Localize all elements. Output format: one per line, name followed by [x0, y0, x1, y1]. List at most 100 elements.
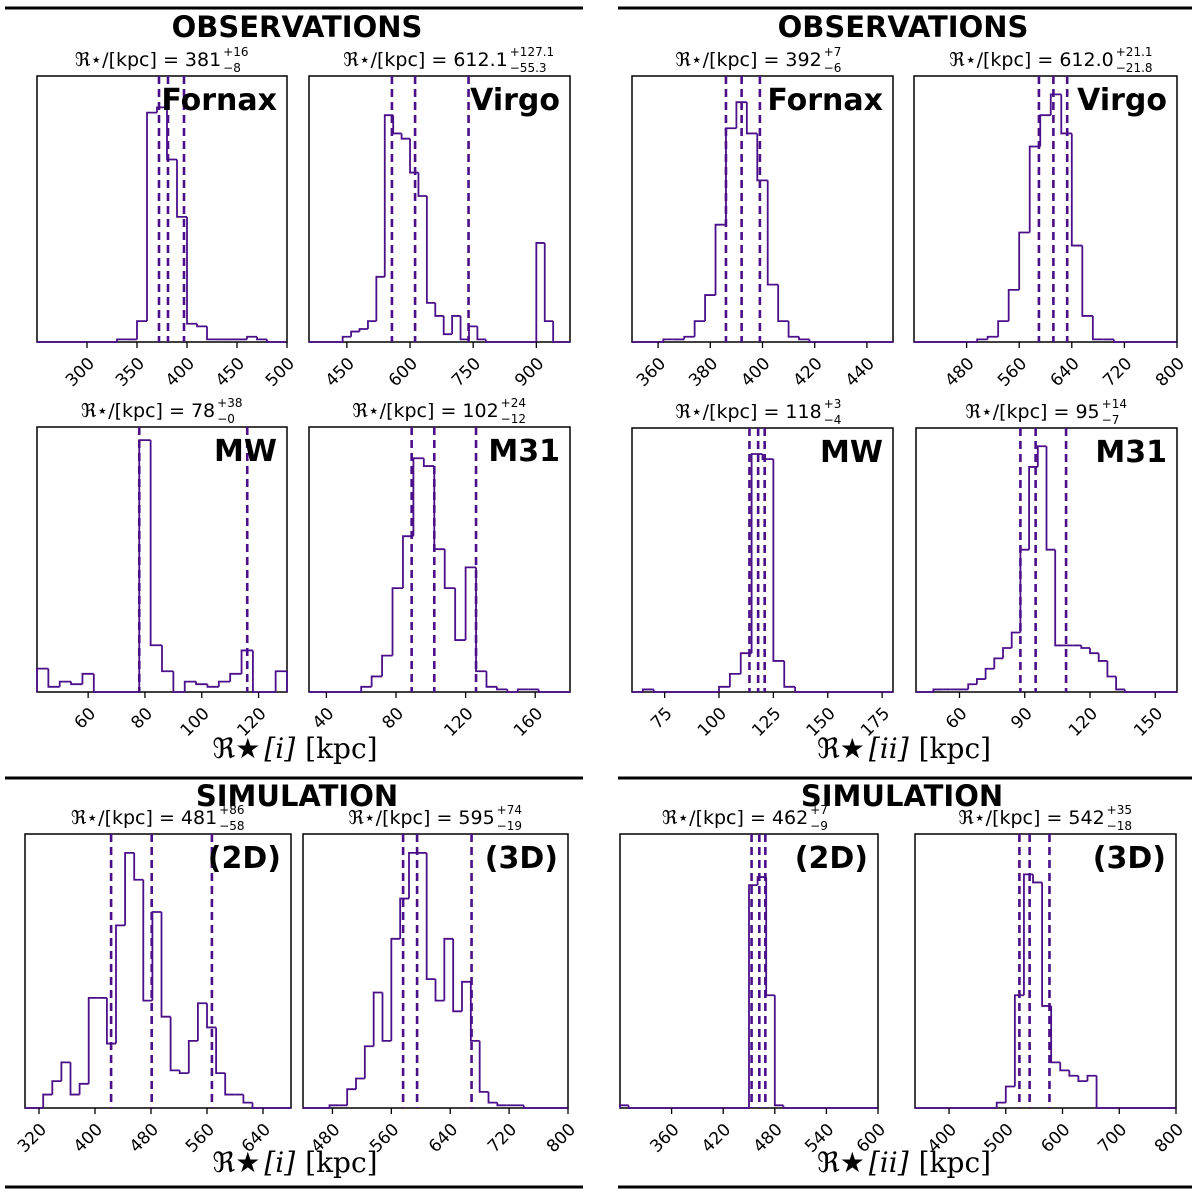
- x-tick-label: 750: [448, 354, 485, 391]
- panel-sim-ii-3d: 400 500 600 700 800(3D)ℜ⋆/[kpc] = 542 +35−18: [914, 803, 1188, 1157]
- histogram-bin: [142, 879, 153, 1002]
- histogram-bin: [392, 115, 402, 135]
- histogram-bin: [399, 897, 409, 939]
- stat-minus: −4: [824, 413, 842, 427]
- panel-label: Fornax: [767, 83, 883, 118]
- histogram-bin: [206, 1003, 217, 1029]
- x-tick-label: 150: [1130, 704, 1167, 741]
- x-tick-label: 640: [1047, 354, 1084, 391]
- histogram-bin: [372, 991, 383, 1047]
- stat-plus: +21.1: [1116, 45, 1153, 59]
- histogram-bin: [187, 1039, 198, 1074]
- histogram-bin: [196, 323, 207, 328]
- section-title-simulation-right: SIMULATION: [801, 779, 1003, 813]
- panel-label: (2D): [795, 841, 868, 876]
- histogram-bin: [381, 654, 393, 677]
- histogram-bin: [92, 673, 106, 693]
- histogram-bin: [1050, 1005, 1061, 1064]
- histogram-bin: [58, 680, 72, 687]
- histogram-bin: [468, 325, 478, 340]
- histogram-bin: [383, 114, 394, 277]
- histogram-bin: [36, 667, 49, 692]
- histogram-bin: [475, 567, 487, 673]
- histogram-bin: [391, 587, 403, 656]
- stat-minus: −8: [223, 61, 241, 75]
- histogram-bin: [1049, 93, 1062, 116]
- histogram-bin: [417, 172, 427, 197]
- histogram-bin: [704, 294, 716, 322]
- histogram-bin: [798, 336, 810, 341]
- histogram-bin: [627, 1105, 638, 1109]
- stat-annotation: ℜ⋆/[kpc] = 612.0: [949, 49, 1114, 71]
- histogram-bin: [186, 216, 197, 325]
- histogram-bin: [552, 321, 562, 343]
- panel-label: M31: [488, 434, 560, 469]
- histogram-bin: [400, 133, 411, 140]
- histogram-bin: [106, 997, 116, 1045]
- histogram-bin: [693, 320, 706, 337]
- histogram-bin: [124, 852, 135, 926]
- histogram-bin: [1013, 994, 1024, 1087]
- histogram-bin: [1004, 1085, 1015, 1103]
- histogram-bin: [1018, 231, 1030, 290]
- histogram-bin: [215, 1027, 226, 1074]
- histogram-bin: [116, 338, 127, 342]
- histogram-bin: [765, 877, 775, 997]
- stat-minus: −19: [497, 819, 522, 833]
- histogram-bin: [976, 338, 988, 342]
- histogram-bin: [984, 667, 995, 680]
- stat-annotation: ℜ⋆/[kpc] = 118: [675, 401, 821, 423]
- histogram-bin: [739, 652, 752, 674]
- panel-obs-i-fornax: 300 350 400 450 500 Fornax ℜ⋆/[kpc] = 381 +16 −8: [36, 45, 299, 391]
- x-tick-label: 440: [842, 354, 879, 391]
- histogram-bin: [1115, 676, 1125, 691]
- panel-label: (3D): [485, 841, 558, 876]
- histogram-bin: [87, 997, 98, 1084]
- histogram-bin: [1086, 1074, 1097, 1082]
- stat-annotation: ℜ⋆/[kpc] = 102: [352, 400, 498, 422]
- histogram-bin: [1080, 645, 1090, 649]
- histogram-bin: [156, 106, 167, 113]
- histogram-bin: [242, 1094, 253, 1104]
- histogram-bin: [422, 458, 435, 467]
- panel-label: Fornax: [161, 83, 277, 118]
- x-axis-label-sim-right: ℜ★ [ii] [kpc]: [817, 1146, 991, 1179]
- stat-plus: +7: [810, 803, 828, 817]
- x-tick-label: 420: [698, 1120, 735, 1157]
- histogram-bin: [1039, 114, 1051, 147]
- x-tick-label: 360: [646, 1120, 683, 1157]
- panel-sim-ii-2d: 360 420 480 540 600(2D)ℜ⋆/[kpc] = 462 +7−9: [619, 803, 890, 1157]
- histogram-bin: [408, 852, 418, 899]
- histogram-bin: [967, 683, 977, 690]
- histogram-bin: [42, 1093, 53, 1108]
- histogram-bin: [619, 1104, 629, 1108]
- x-tick-label: 640: [425, 1120, 462, 1157]
- stat-plus: +3: [824, 397, 842, 411]
- panel-obs-i-m31: 40 80 120 160 M31 ℜ⋆/[kpc] = 102 +24 −12: [308, 396, 571, 741]
- histogram-bin: [1070, 133, 1083, 247]
- histogram-bin: [496, 686, 508, 691]
- histogram-bin: [442, 315, 453, 336]
- histogram-bin: [787, 321, 800, 338]
- axes-frame: [631, 427, 894, 693]
- histogram-bin: [783, 660, 796, 688]
- histogram-bin: [1059, 1062, 1070, 1072]
- histogram-bin: [1081, 245, 1093, 317]
- stat-annotation: ℜ⋆/[kpc] = 595: [348, 807, 494, 829]
- axes-frame: [36, 75, 288, 343]
- axes-frame: [915, 427, 1178, 693]
- histogram-bin: [756, 133, 768, 182]
- histogram-bin: [224, 1073, 235, 1096]
- panel-label: MW: [820, 435, 883, 470]
- x-tick-label: 400: [162, 354, 199, 391]
- histogram-bin: [115, 924, 126, 1044]
- histogram-bin: [346, 1088, 356, 1106]
- histogram-bin: [506, 689, 518, 693]
- histogram-bin: [363, 1045, 374, 1079]
- stat-annotation: ℜ⋆/[kpc] = 612.1: [343, 49, 508, 71]
- histogram-bin: [252, 650, 265, 693]
- histogram-bin: [995, 1101, 1006, 1108]
- histogram-bin: [1007, 288, 1020, 322]
